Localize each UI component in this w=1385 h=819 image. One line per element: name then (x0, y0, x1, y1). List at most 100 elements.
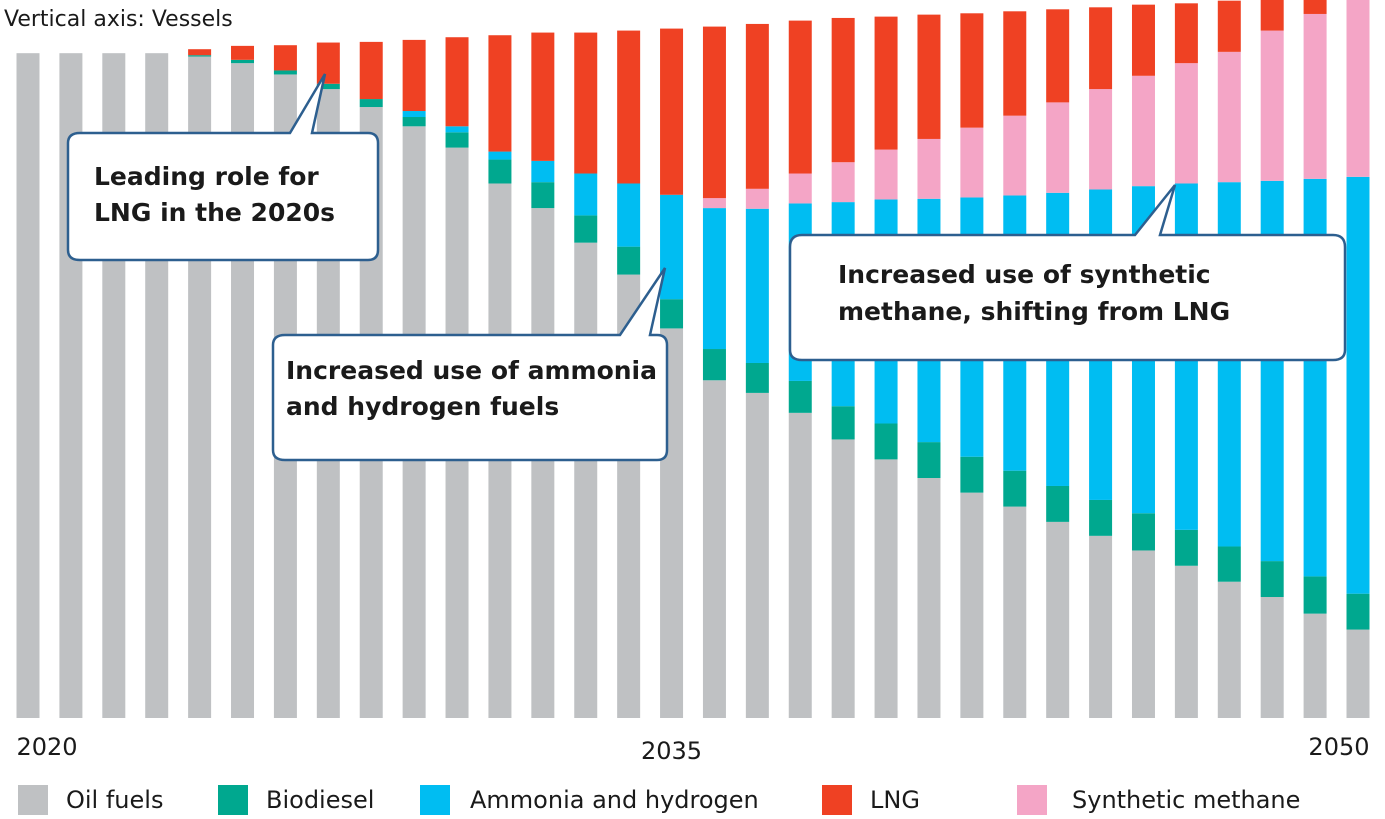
x-tick-label: 2035 (641, 737, 702, 765)
legend-swatch (822, 785, 852, 815)
bar-segment (1174, 565, 1198, 718)
bar-segment (874, 423, 898, 460)
bar-segment (359, 99, 383, 108)
bar-segment (531, 160, 555, 183)
bar-segment (1131, 75, 1155, 187)
callout: Increased use of synthetic methane, shif… (788, 184, 1347, 362)
bar-segment (1131, 513, 1155, 551)
bar-segment (874, 459, 898, 718)
bar-segment (1089, 499, 1113, 536)
bar-segment (1174, 529, 1198, 566)
bar-segment (831, 439, 855, 718)
bar-segment (702, 26, 726, 199)
bar-segment (574, 215, 598, 243)
bar-segment (402, 39, 426, 112)
bar-segment (488, 151, 512, 160)
bar-segment (1346, 176, 1370, 594)
bar-segment (402, 117, 426, 127)
bar-segment (231, 45, 255, 60)
bar-segment (273, 45, 297, 71)
bar-segment (445, 132, 469, 148)
bar-segment (917, 138, 941, 199)
bar-segment (531, 182, 555, 209)
bar-segment (788, 20, 812, 174)
bar-segment (574, 242, 598, 718)
legend-swatch (218, 785, 248, 815)
legend-swatch (1017, 785, 1047, 815)
bar-segment (1303, 576, 1327, 614)
bar-segment (1217, 51, 1241, 183)
bar-segment (831, 162, 855, 203)
callout: Increased use of ammonia and hydrogen fu… (271, 267, 669, 462)
bar-segment (1046, 9, 1070, 103)
axis-label: Vertical axis: Vessels (4, 7, 233, 32)
callout-box (788, 184, 1347, 362)
legend-label: Oil fuels (66, 786, 163, 814)
x-axis: 2020 2035 2050 (17, 733, 1370, 765)
bar-segment (1260, 561, 1284, 598)
bar-segment (960, 492, 984, 718)
callout-text: LNG in the 2020s (94, 198, 335, 227)
callout-text: Leading role for (94, 162, 319, 191)
bar-segment (702, 198, 726, 209)
bar-segment (1260, 597, 1284, 718)
bar-segment (874, 16, 898, 150)
bar-segment (316, 42, 340, 84)
bar-segment (531, 208, 555, 718)
bar-segment (1303, 13, 1327, 179)
bar-segment (316, 83, 340, 90)
bar-segment (488, 159, 512, 184)
bar-segment (660, 194, 684, 300)
legend-label: Synthetic methane (1072, 786, 1300, 814)
bar-segment (745, 392, 769, 718)
bar-segment (960, 127, 984, 198)
bar-segment (1046, 521, 1070, 718)
x-tick-label: 2020 (17, 733, 78, 761)
legend-swatch (18, 785, 48, 815)
bar-segment (1003, 11, 1027, 116)
bar-segment (917, 442, 941, 479)
bar-segment (1174, 3, 1198, 64)
bar-segment (1046, 485, 1070, 522)
bar-segment (1303, 613, 1327, 718)
bar-segment (445, 37, 469, 127)
callout: Leading role for LNG in the 2020s (66, 73, 380, 262)
bar-segment (831, 406, 855, 440)
bar-segment (617, 30, 641, 184)
bar-segment (702, 349, 726, 381)
bar-segment (745, 208, 769, 363)
bar-segment (960, 13, 984, 128)
bar-segment (702, 380, 726, 718)
bar-segment (402, 111, 426, 118)
bar-segment (1089, 535, 1113, 718)
bar-segment (188, 49, 212, 56)
bar-segment (1089, 89, 1113, 190)
bar-segment (1003, 115, 1027, 196)
bar-segment (917, 14, 941, 139)
bar-segment (1217, 0, 1241, 52)
bar-segment (660, 28, 684, 195)
bar-segment (660, 299, 684, 329)
bar-segment (1089, 7, 1113, 90)
bar-segment (1346, 0, 1370, 177)
bar-segment (1131, 4, 1155, 76)
bar-segment (1174, 63, 1198, 184)
callout-text: and hydrogen fuels (286, 392, 559, 421)
callout-box (271, 267, 669, 462)
bar-segment (445, 126, 469, 133)
bar-segment (1346, 629, 1370, 718)
bar-segment (745, 23, 769, 189)
bar-segment (1217, 546, 1241, 582)
callout-text: methane, shifting from LNG (838, 297, 1230, 326)
bar-segment (702, 208, 726, 350)
bar-segment (617, 246, 641, 275)
callout-box (66, 73, 380, 262)
callout-text: Increased use of synthetic (838, 260, 1211, 289)
legend-label: Ammonia and hydrogen (470, 786, 759, 814)
bar-segment (531, 32, 555, 161)
bar-segment (745, 188, 769, 209)
bar-segment (917, 478, 941, 718)
legend-label: LNG (870, 786, 920, 814)
bar-segment (745, 362, 769, 393)
